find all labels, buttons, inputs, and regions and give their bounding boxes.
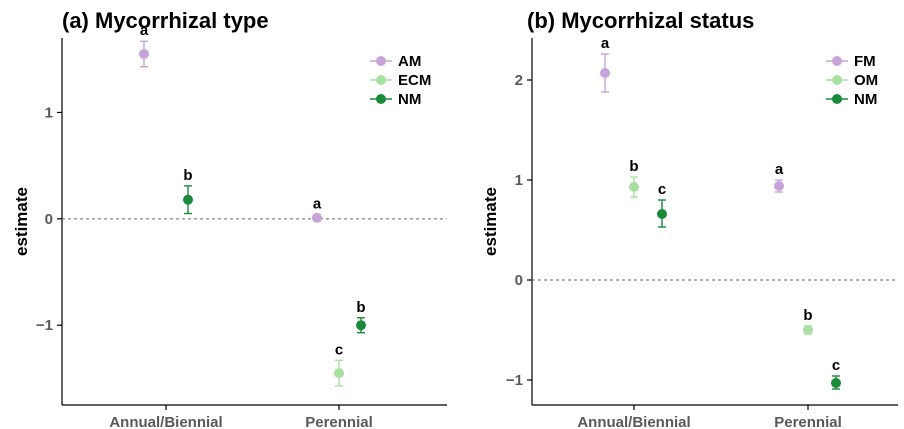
data-point	[600, 68, 610, 78]
y-axis-title: estimate	[481, 187, 500, 256]
significance-label: c	[832, 357, 840, 374]
legend-key-point	[376, 75, 386, 85]
legend-key-point	[832, 56, 842, 66]
data-point	[803, 325, 813, 335]
legend-key-point	[832, 75, 842, 85]
legend-label: OM	[854, 72, 878, 89]
x-tick-label: Annual/Biennial	[109, 414, 222, 429]
legend-label: AM	[398, 53, 421, 70]
data-point	[334, 368, 344, 379]
y-tick-label: 0	[45, 211, 53, 228]
chart-title: (a) Mycorrhizal type	[62, 8, 269, 33]
data-point	[183, 194, 193, 205]
significance-label: a	[140, 22, 149, 39]
significance-label: c	[658, 181, 666, 198]
data-point	[356, 320, 366, 331]
x-tick-label: Annual/Biennial	[577, 414, 690, 429]
x-tick-label: Perennial	[774, 414, 842, 429]
legend-key-point	[832, 94, 842, 104]
x-tick-label: Perennial	[305, 414, 373, 429]
significance-label: a	[313, 196, 322, 213]
chart-panel-a: (a) Mycorrhizal type estimate 1 0 −1 Annual/B…	[12, 8, 447, 429]
y-tick-label: −1	[36, 317, 53, 334]
legend-key-point	[376, 94, 386, 104]
data-point	[629, 182, 639, 192]
significance-label: a	[601, 35, 610, 52]
data-point	[312, 212, 322, 223]
y-tick-label: 0	[515, 272, 523, 289]
y-tick-label: 2	[515, 72, 523, 89]
legend-key-point	[376, 56, 386, 66]
y-tick-label: −1	[506, 372, 523, 389]
y-tick-label: 1	[45, 104, 53, 121]
chart-panel-b: (b) Mycorrhizal status estimate 2 1 0 −1 Annua…	[481, 8, 898, 429]
legend-label: ECM	[398, 72, 431, 89]
legend-label: NM	[398, 91, 421, 108]
y-tick-label: 1	[515, 172, 523, 189]
data-point	[139, 48, 149, 59]
significance-label: c	[335, 341, 343, 358]
significance-label: b	[629, 158, 638, 175]
chart-title: (b) Mycorrhizal status	[527, 8, 754, 33]
significance-label: b	[803, 307, 812, 324]
data-point	[774, 181, 784, 191]
significance-label: a	[775, 161, 784, 178]
significance-label: b	[356, 299, 365, 316]
legend-label: NM	[854, 91, 877, 108]
legend-label: FM	[854, 53, 876, 70]
y-axis-title: estimate	[12, 187, 31, 256]
data-point	[657, 209, 667, 219]
significance-label: b	[183, 167, 192, 184]
data-point	[831, 378, 841, 388]
